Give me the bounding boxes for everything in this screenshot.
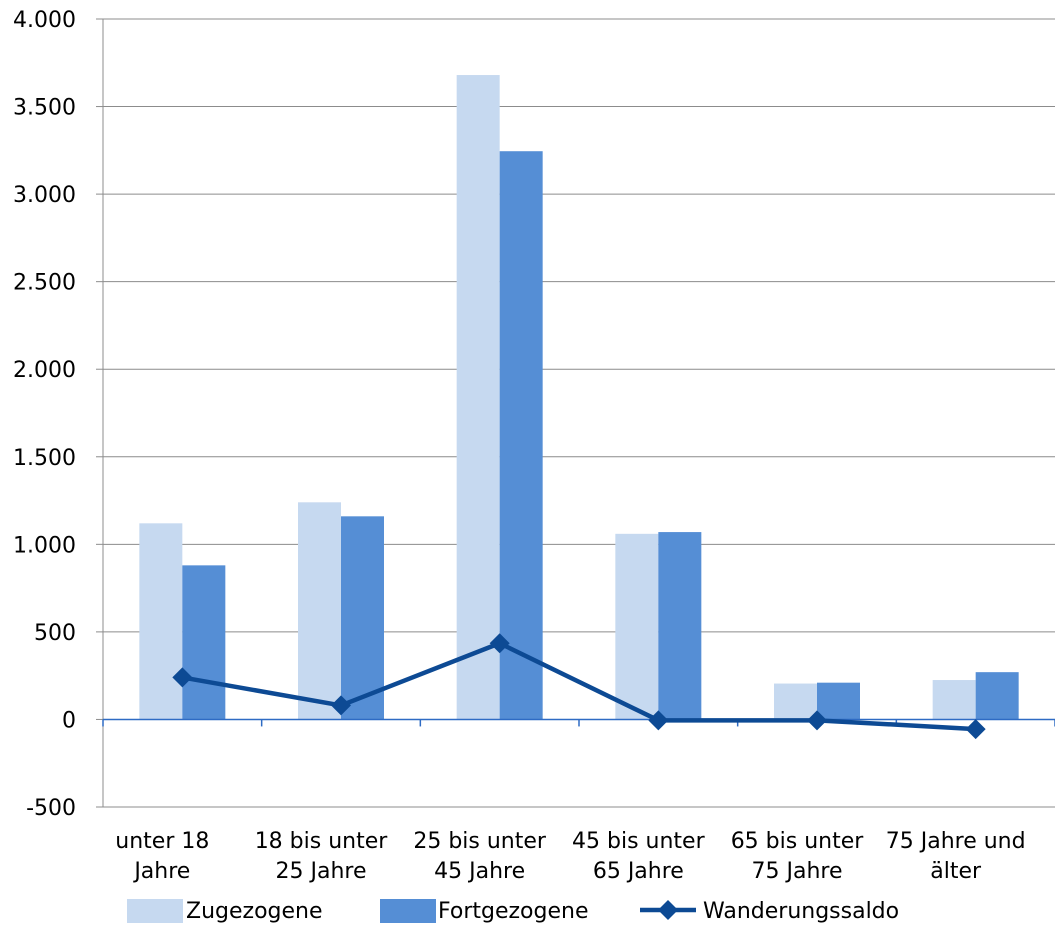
bar-fortgezogene (658, 532, 702, 720)
line-marker (489, 633, 510, 654)
y-tick-label: 2.000 (13, 358, 76, 383)
y-tick-label: 4.000 (13, 8, 76, 33)
bar-fortgezogene (817, 682, 860, 720)
line-marker (331, 695, 351, 716)
axes (96, 18, 1055, 808)
bar-fortgezogene (499, 151, 543, 720)
bar-zugezogene (456, 75, 500, 720)
x-category-label: älter (930, 859, 982, 884)
bar-zugezogene (298, 502, 341, 720)
legend-label: Fortgezogene (438, 899, 589, 924)
legend-marker (658, 900, 678, 920)
x-category-label: 45 bis unter (572, 829, 706, 854)
x-category-label: 65 bis unter (731, 829, 865, 854)
legend-swatch (380, 899, 436, 923)
bar-zugezogene (774, 683, 817, 720)
legend-item: Wanderungssaldo (640, 899, 899, 924)
bar-zugezogene (139, 523, 183, 720)
line-marker (807, 710, 827, 731)
y-tick-label: 3.500 (13, 96, 76, 121)
line-marker (965, 719, 986, 740)
line-marker (648, 710, 669, 731)
x-category-label: 65 Jahre (593, 859, 684, 884)
y-tick-label: 1.500 (13, 446, 76, 471)
y-tick-label: 3.000 (13, 183, 76, 208)
y-tick-label: 500 (34, 621, 76, 646)
line-wanderungssaldo (181, 641, 976, 732)
bar-fortgezogene (182, 565, 226, 720)
x-category-label: 18 bis unter (255, 829, 389, 854)
legend-label: Wanderungssaldo (703, 899, 899, 924)
line-marker (172, 667, 193, 688)
y-tick-label: -500 (26, 796, 76, 821)
bar-zugezogene (932, 680, 976, 720)
x-category-label: Jahre (132, 859, 190, 884)
gridlines (103, 18, 1055, 808)
x-category-label: unter 18 (115, 829, 209, 854)
x-category-label: 25 bis unter (413, 829, 547, 854)
legend-item: Fortgezogene (380, 899, 589, 924)
x-category-label: 75 Jahre und (886, 829, 1026, 854)
x-category-label: 25 Jahre (276, 859, 367, 884)
bars (139, 75, 1019, 720)
y-tick-label: 1.000 (13, 533, 76, 558)
x-axis-category-labels: unter 18 Jahre 18 bis unter 25 Jahre 25 bis … (115, 829, 1025, 884)
x-category-label: 75 Jahre (752, 859, 843, 884)
y-axis-tick-labels: 4.000 3.500 3.000 2.500 2.000 1.500 1.000 500 0 -… (13, 8, 76, 821)
bar-fortgezogene (975, 672, 1019, 720)
y-tick-label: 2.500 (13, 271, 76, 296)
y-tick-label: 0 (62, 708, 76, 733)
legend-swatch (127, 899, 183, 923)
bar-zugezogene (615, 533, 659, 720)
bar-fortgezogene (341, 516, 384, 720)
x-category-label: 45 Jahre (434, 859, 525, 884)
legend: Zugezogene Fortgezogene Wanderungssaldo (127, 899, 899, 924)
legend-label: Zugezogene (186, 899, 323, 924)
legend-item: Zugezogene (127, 899, 323, 924)
line-series (172, 633, 986, 740)
